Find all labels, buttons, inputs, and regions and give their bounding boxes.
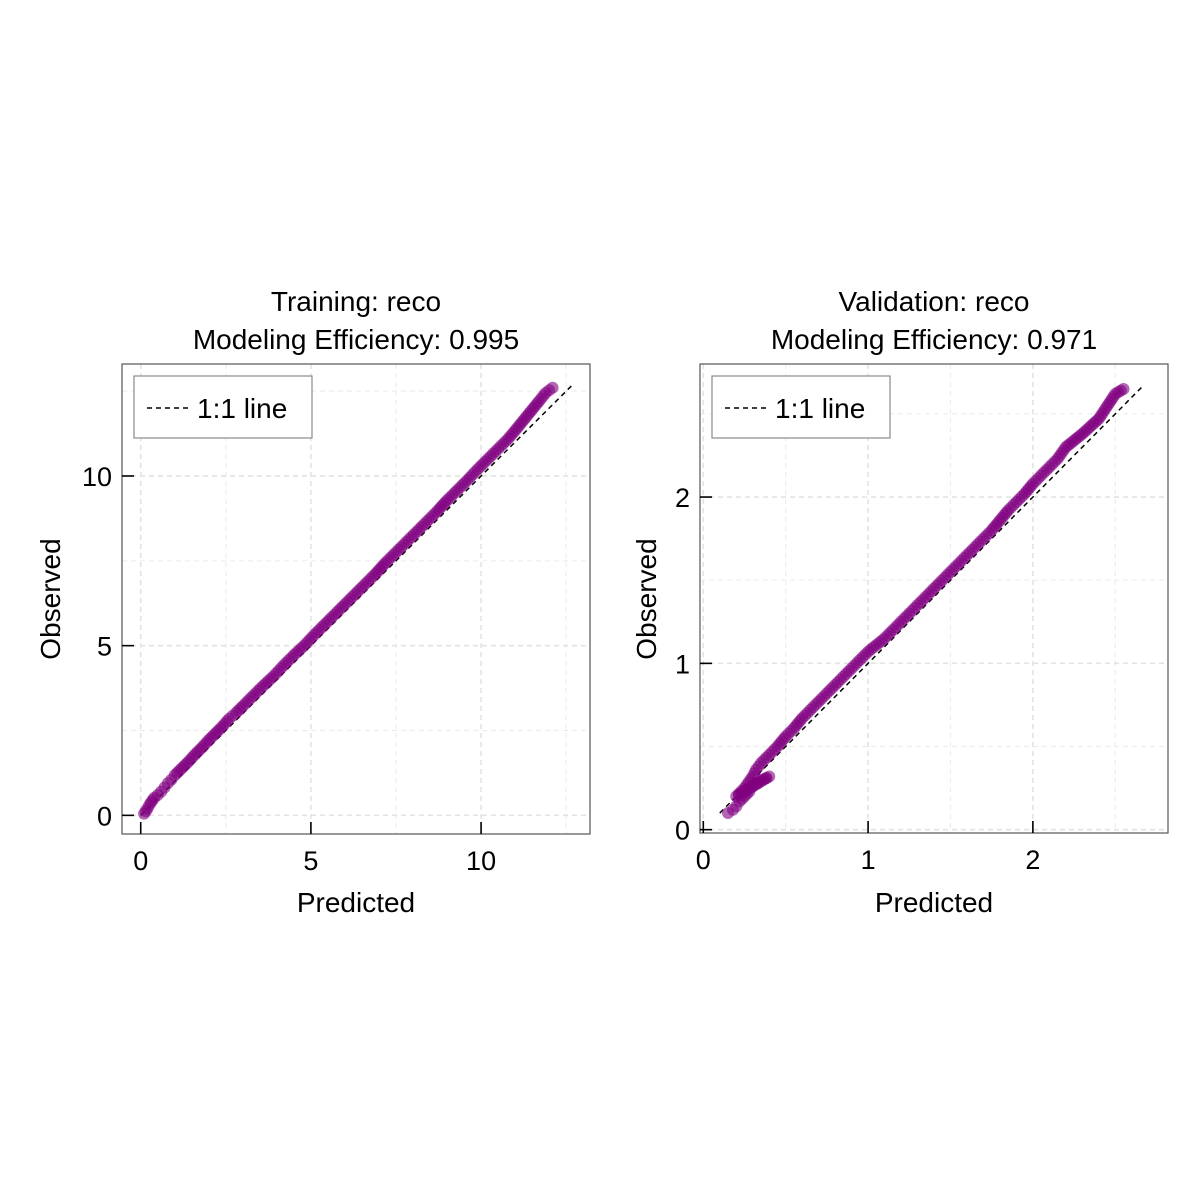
training-ytick-labels: 0 5 10 <box>82 462 112 831</box>
training-points <box>138 381 559 820</box>
validation-xtick-label: 2 <box>1025 845 1040 875</box>
validation-ytick-label: 2 <box>675 483 690 513</box>
training-xtick-label: 5 <box>303 846 318 876</box>
validation-data-point <box>1117 382 1130 395</box>
training-plot-frame <box>121 363 591 835</box>
validation-xtick-labels: 0 1 2 <box>696 845 1041 875</box>
training-legend: 1:1 line <box>133 375 313 439</box>
validation-ytick-labels: 0 1 2 <box>675 483 690 846</box>
validation-title: Validation: reco <box>839 286 1030 317</box>
validation-legend-box <box>711 375 891 439</box>
training-ylabel: Observed <box>35 538 66 659</box>
training-subtitle: Modeling Efficiency: 0.995 <box>193 324 519 355</box>
training-legend-label: 1:1 line <box>197 393 287 424</box>
training-xtick-label: 10 <box>466 846 496 876</box>
validation-xtick-label: 0 <box>696 845 711 875</box>
validation-ytick-label: 1 <box>675 649 690 679</box>
validation-grid <box>700 364 1168 833</box>
validation-legend: 1:1 line <box>711 375 891 439</box>
validation-panel: Validation: reco Modeling Efficiency: 0.… <box>631 286 1169 918</box>
training-legend-box <box>133 375 313 439</box>
validation-legend-label: 1:1 line <box>775 393 865 424</box>
validation-ticks <box>700 496 1034 833</box>
training-xtick-labels: 0 5 10 <box>133 846 496 876</box>
training-ytick-label: 10 <box>82 462 112 492</box>
training-xlabel: Predicted <box>297 887 415 918</box>
validation-points <box>722 382 1130 820</box>
training-ticks <box>122 475 482 834</box>
validation-plot-frame <box>699 363 1169 834</box>
training-ytick-label: 0 <box>97 801 112 831</box>
training-data-point <box>546 381 559 394</box>
validation-subtitle: Modeling Efficiency: 0.971 <box>771 324 1097 355</box>
training-title: Training: reco <box>271 286 441 317</box>
validation-xtick-label: 1 <box>861 845 876 875</box>
training-ytick-label: 5 <box>97 632 112 662</box>
training-grid <box>122 364 590 834</box>
validation-ytick-label: 0 <box>675 816 690 846</box>
training-xtick-label: 0 <box>133 846 148 876</box>
validation-ylabel: Observed <box>631 538 662 659</box>
validation-xlabel: Predicted <box>875 887 993 918</box>
training-panel: Training: reco Modeling Efficiency: 0.99… <box>35 286 591 918</box>
